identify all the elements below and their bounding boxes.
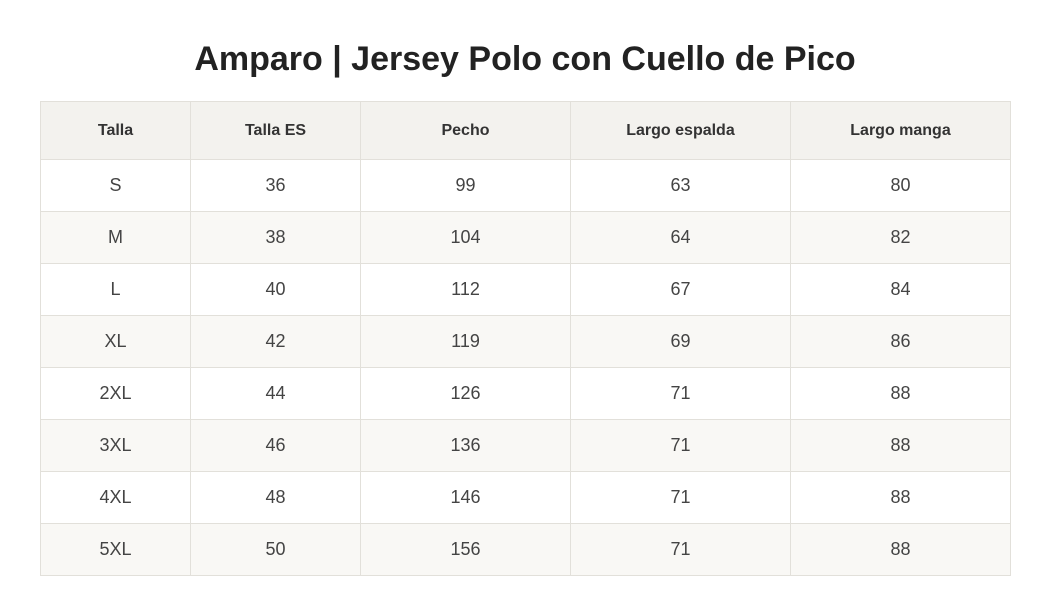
cell-talla-es: 42 [190, 315, 361, 368]
size-table: Talla Talla ES Pecho Largo espalda Largo… [40, 101, 1011, 576]
table-row: XL 42 119 69 86 [40, 315, 1011, 368]
page-title: Amparo | Jersey Polo con Cuello de Pico [194, 40, 856, 78]
cell-talla: 3XL [40, 419, 191, 472]
cell-talla: S [40, 159, 191, 212]
cell-pecho: 126 [360, 367, 571, 420]
cell-pecho: 156 [360, 523, 571, 576]
cell-talla-es: 50 [190, 523, 361, 576]
cell-largo-manga: 88 [790, 419, 1011, 472]
cell-largo-espalda: 71 [570, 523, 791, 576]
header-talla: Talla [40, 101, 191, 160]
cell-largo-manga: 88 [790, 523, 1011, 576]
cell-pecho: 99 [360, 159, 571, 212]
cell-largo-manga: 80 [790, 159, 1011, 212]
cell-largo-manga: 88 [790, 367, 1011, 420]
cell-talla: XL [40, 315, 191, 368]
header-row: Talla Talla ES Pecho Largo espalda Largo… [40, 101, 1011, 160]
header-largo-manga: Largo manga [790, 101, 1011, 160]
table-header: Talla Talla ES Pecho Largo espalda Largo… [40, 101, 1011, 160]
cell-largo-manga: 88 [790, 471, 1011, 524]
cell-largo-espalda: 69 [570, 315, 791, 368]
table-row: 5XL 50 156 71 88 [40, 523, 1011, 576]
cell-largo-espalda: 64 [570, 211, 791, 264]
cell-talla: 4XL [40, 471, 191, 524]
header-talla-es: Talla ES [190, 101, 361, 160]
table-row: 4XL 48 146 71 88 [40, 471, 1011, 524]
cell-largo-manga: 86 [790, 315, 1011, 368]
cell-pecho: 112 [360, 263, 571, 316]
cell-talla-es: 38 [190, 211, 361, 264]
table-row: 3XL 46 136 71 88 [40, 419, 1011, 472]
table-row: 2XL 44 126 71 88 [40, 367, 1011, 420]
cell-largo-espalda: 71 [570, 471, 791, 524]
cell-largo-manga: 82 [790, 211, 1011, 264]
table-body: S 36 99 63 80 M 38 104 64 82 L 40 112 67… [40, 159, 1011, 576]
cell-largo-espalda: 71 [570, 419, 791, 472]
cell-talla: 5XL [40, 523, 191, 576]
cell-largo-espalda: 67 [570, 263, 791, 316]
table-row: M 38 104 64 82 [40, 211, 1011, 264]
cell-talla-es: 48 [190, 471, 361, 524]
cell-largo-espalda: 71 [570, 367, 791, 420]
cell-talla-es: 46 [190, 419, 361, 472]
cell-pecho: 146 [360, 471, 571, 524]
header-pecho: Pecho [360, 101, 571, 160]
cell-pecho: 136 [360, 419, 571, 472]
cell-pecho: 104 [360, 211, 571, 264]
cell-largo-manga: 84 [790, 263, 1011, 316]
table-row: L 40 112 67 84 [40, 263, 1011, 316]
cell-talla: M [40, 211, 191, 264]
header-largo-espalda: Largo espalda [570, 101, 791, 160]
cell-talla-es: 36 [190, 159, 361, 212]
cell-pecho: 119 [360, 315, 571, 368]
cell-largo-espalda: 63 [570, 159, 791, 212]
cell-talla: L [40, 263, 191, 316]
cell-talla: 2XL [40, 367, 191, 420]
cell-talla-es: 44 [190, 367, 361, 420]
cell-talla-es: 40 [190, 263, 361, 316]
table-row: S 36 99 63 80 [40, 159, 1011, 212]
